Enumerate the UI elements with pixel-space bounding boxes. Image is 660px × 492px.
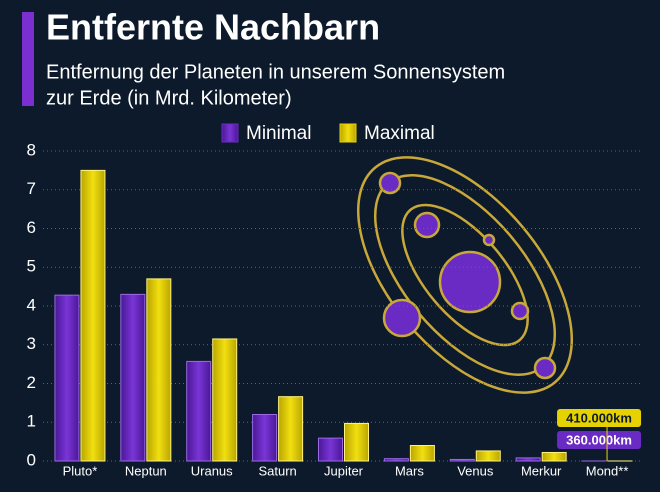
- y-tick-label: 4: [27, 295, 36, 314]
- chart-subtitle: zur Erde (in Mrd. Kilometer): [46, 87, 292, 109]
- bar: [278, 396, 304, 462]
- x-tick-label: Jupiter: [324, 463, 364, 478]
- y-tick-label: 5: [27, 257, 36, 276]
- bar: [146, 278, 172, 462]
- chart-title: Entfernte Nachbarn: [46, 7, 380, 48]
- bar: [409, 445, 435, 462]
- legend-swatch: [339, 123, 357, 143]
- chart-subtitle: Entfernung der Planeten in unserem Sonne…: [46, 61, 505, 83]
- x-tick-label: Saturn: [258, 463, 296, 478]
- legend-label: Minimal: [246, 123, 311, 144]
- bar: [80, 169, 106, 462]
- x-tick-label: Pluto*: [63, 463, 98, 478]
- x-tick-label: Venus: [457, 463, 494, 478]
- y-tick-label: 2: [27, 373, 36, 392]
- value-label: 410.000km: [566, 410, 632, 425]
- y-tick-label: 8: [27, 140, 36, 159]
- bar: [54, 294, 80, 462]
- bar: [383, 458, 409, 462]
- accent-bar: [22, 12, 34, 106]
- value-label-box: [557, 409, 642, 427]
- bar: [318, 437, 343, 462]
- x-tick-label: Mond**: [586, 463, 629, 478]
- y-tick-label: 7: [27, 179, 36, 198]
- bar: [212, 338, 238, 462]
- legend-swatch: [221, 123, 239, 143]
- y-tick-label: 6: [27, 218, 36, 237]
- solar-illustration: [356, 156, 574, 394]
- legend-label: Maximal: [364, 123, 435, 144]
- value-label: 360.000km: [566, 432, 632, 447]
- bar: [449, 458, 475, 462]
- bar: [120, 293, 146, 462]
- bar: [344, 422, 369, 462]
- x-tick-label: Neptun: [125, 463, 167, 478]
- y-tick-label: 0: [27, 450, 36, 469]
- value-label-box: [557, 431, 642, 449]
- bar: [252, 414, 278, 462]
- y-tick-label: 1: [27, 412, 36, 431]
- y-tick-label: 3: [27, 334, 36, 353]
- bar: [541, 451, 567, 462]
- bar: [475, 450, 501, 462]
- x-tick-label: Uranus: [191, 463, 233, 478]
- bar: [515, 457, 541, 462]
- x-tick-label: Merkur: [521, 463, 562, 478]
- bar: [186, 360, 212, 462]
- x-tick-label: Mars: [395, 463, 424, 478]
